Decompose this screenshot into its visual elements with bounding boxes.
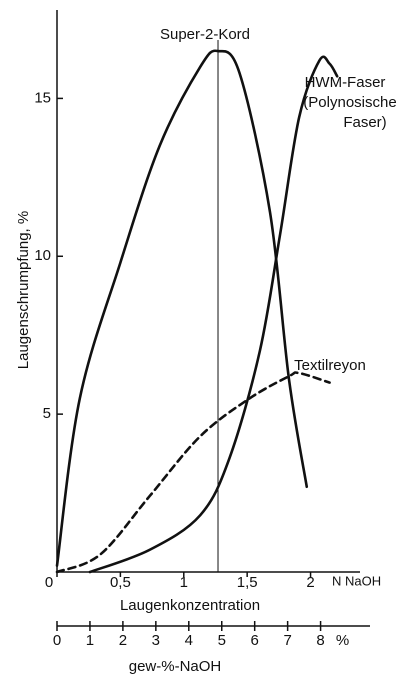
x-tick-label: 1,5 xyxy=(237,574,258,591)
y-tick-label: 15 xyxy=(34,89,51,106)
y-tick-label: 5 xyxy=(43,405,51,422)
x2-tick-label: 0 xyxy=(53,632,61,649)
annotation: Faser) xyxy=(343,114,386,131)
x-tick-label: 0 xyxy=(45,574,53,591)
x2-tick-label: 2 xyxy=(119,632,127,649)
x-tick-label: 2 xyxy=(306,574,314,591)
x-tick-label: 1 xyxy=(180,574,188,591)
x2-tick-label: 6 xyxy=(251,632,259,649)
x2-tick-label: 5 xyxy=(218,632,226,649)
x-axis-label: Laugenkonzentration xyxy=(120,597,260,614)
x2-tick-label: 8 xyxy=(316,632,324,649)
series-label: HWM-Faser xyxy=(305,74,386,91)
x2-unit-label: % xyxy=(336,632,349,649)
series-line xyxy=(88,55,339,574)
x2-tick-label: 7 xyxy=(283,632,291,649)
annotation: (Polynosische xyxy=(303,94,396,111)
x2-axis-label: gew-%-NaOH xyxy=(129,658,222,675)
x-tick-label: 0,5 xyxy=(110,574,131,591)
x2-tick-label: 3 xyxy=(152,632,160,649)
series-label: Textilreyon xyxy=(294,357,366,374)
y-tick-label: 10 xyxy=(34,247,51,264)
series-line xyxy=(55,49,309,567)
series-label: Super-2-Kord xyxy=(160,26,250,43)
x-unit-label: N NaOH xyxy=(332,573,381,588)
y-axis-label: Laugenschrumpfung, % xyxy=(15,211,32,369)
x2-tick-label: 4 xyxy=(185,632,193,649)
series-line xyxy=(55,371,331,574)
x2-tick-label: 1 xyxy=(86,632,94,649)
